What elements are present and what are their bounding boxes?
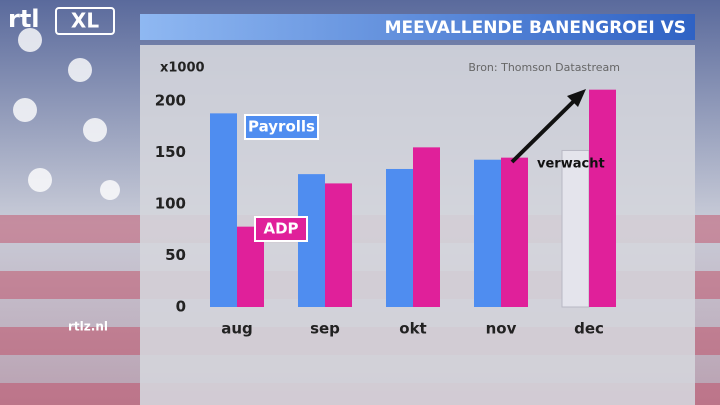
x-tick-label: okt xyxy=(399,320,426,338)
bar xyxy=(210,113,237,307)
flag-stars xyxy=(13,28,120,200)
logo-brand: rtl xyxy=(8,5,40,33)
y-tick-label: 150 xyxy=(155,143,186,161)
source: Bron: Thomson Datastream xyxy=(468,61,620,74)
bar xyxy=(501,157,528,307)
y-tick-label: 50 xyxy=(165,246,186,264)
bar xyxy=(561,149,590,308)
logo-box xyxy=(55,7,115,35)
x-tick-label: nov xyxy=(486,320,517,338)
x-tick-label: sep xyxy=(310,320,340,338)
arrow xyxy=(510,95,580,164)
bar xyxy=(474,159,501,307)
y-tick-label: 200 xyxy=(155,92,186,110)
y-tick-label: 100 xyxy=(155,195,186,213)
bar xyxy=(589,89,616,307)
legend-box xyxy=(244,114,319,140)
x-tick-label: dec xyxy=(574,320,604,338)
bar xyxy=(386,168,413,307)
legend-label: Payrolls xyxy=(248,118,315,136)
logo-product: XL xyxy=(71,9,99,33)
annotation: verwacht xyxy=(537,157,605,172)
legend-label: ADP xyxy=(263,220,298,238)
title-bar xyxy=(140,14,695,40)
chart-title: MEEVALLENDE BANENGROEI VS xyxy=(385,18,686,38)
bar xyxy=(413,147,440,307)
arrow-head xyxy=(567,89,586,107)
unit-label: x1000 xyxy=(160,61,205,76)
footer-url: rtlz.nl xyxy=(68,320,108,334)
x-tick-label: aug xyxy=(221,320,253,338)
bar xyxy=(325,183,352,307)
y-tick-label: 0 xyxy=(176,298,186,316)
legend-box xyxy=(254,216,308,242)
